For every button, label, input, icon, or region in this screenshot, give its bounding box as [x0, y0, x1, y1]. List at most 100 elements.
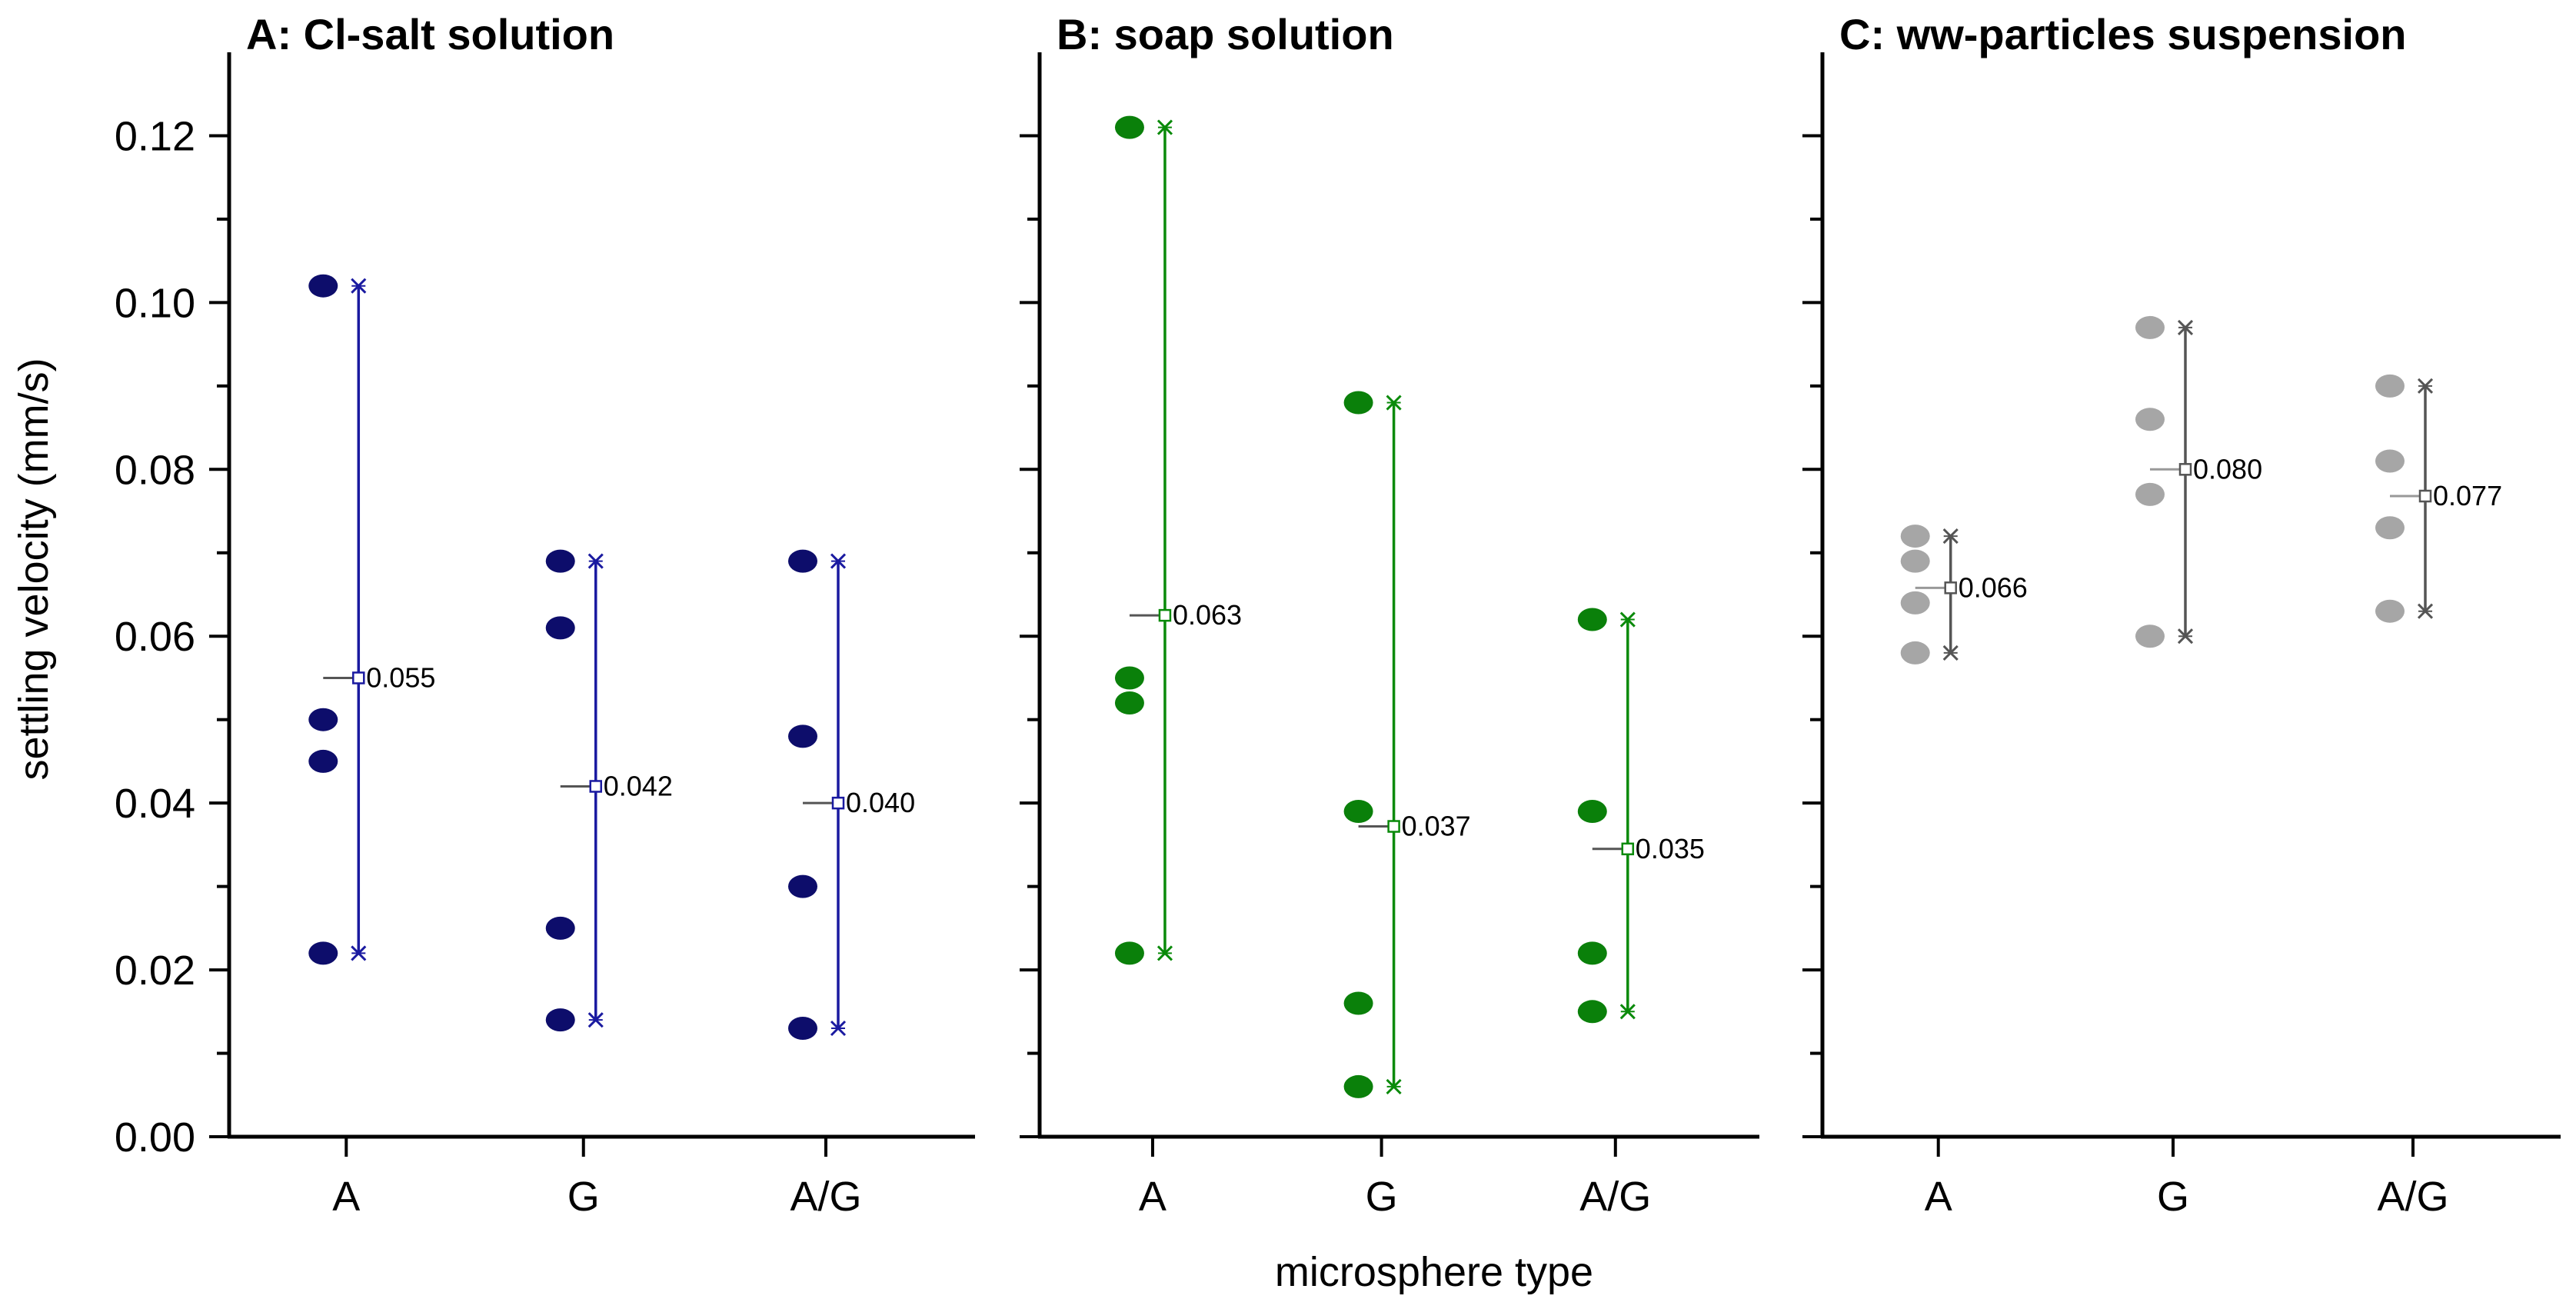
- data-point: [308, 749, 338, 773]
- max-marker: [587, 553, 604, 569]
- max-marker: [1942, 528, 1959, 545]
- mean-label: 0.063: [1173, 599, 1242, 631]
- data-point: [1343, 991, 1373, 1015]
- data-point: [788, 874, 817, 898]
- min-marker: [1157, 945, 1173, 961]
- data-point: [1577, 608, 1607, 631]
- mean-marker: [1944, 581, 1957, 595]
- panel-title: C: ww-particles suspension: [1839, 10, 2407, 58]
- x-tick-label: A: [1925, 1174, 1952, 1220]
- data-point: [788, 724, 817, 748]
- panel-1: A: Cl-salt solution 0.00 0.02 0.04 0.06 0.08 0…: [115, 10, 975, 1220]
- x-tick-label: A/G: [2377, 1174, 2448, 1220]
- mean-marker: [2178, 463, 2192, 476]
- y-tick-label: 0.04: [115, 781, 195, 827]
- panel-2: B: soap solution A 0.063 G 0.037 A/G 0.035: [1020, 10, 1759, 1220]
- data-point: [1577, 800, 1607, 823]
- data-point: [2135, 625, 2165, 648]
- series-AG: A/G 0.077: [2375, 374, 2502, 1220]
- y-axis-title: settling velocity (mm/s): [11, 358, 57, 780]
- max-marker: [2177, 319, 2194, 335]
- max-marker: [830, 553, 847, 569]
- min-marker: [1619, 1004, 1636, 1020]
- data-point: [1343, 1074, 1373, 1098]
- max-marker: [1157, 119, 1173, 135]
- panel-title: B: soap solution: [1057, 10, 1394, 58]
- data-point: [1114, 666, 1144, 690]
- y-tick-label: 0.02: [115, 948, 195, 994]
- mean-label: 0.042: [604, 770, 673, 801]
- data-point: [2375, 599, 2405, 623]
- y-tick-label: 0.08: [115, 447, 195, 493]
- mean-marker: [589, 780, 602, 793]
- data-point: [545, 549, 575, 573]
- data-point: [1900, 591, 1930, 615]
- chart-root: A: Cl-salt solution0.000.020.040.060.080…: [115, 10, 2561, 1220]
- data-point: [1343, 800, 1373, 823]
- series-G: G 0.037: [1343, 391, 1471, 1220]
- x-tick-label: G: [567, 1174, 600, 1220]
- mean-label: 0.077: [2433, 480, 2502, 511]
- mean-marker: [2418, 489, 2432, 503]
- mean-marker: [352, 671, 365, 684]
- mean-label: 0.037: [1402, 811, 1471, 842]
- data-point: [545, 616, 575, 640]
- y-tick-label: 0.12: [115, 113, 195, 159]
- data-point: [2135, 408, 2165, 431]
- min-marker: [830, 1020, 847, 1037]
- x-tick-label: A: [1139, 1174, 1167, 1220]
- x-tick-label: A/G: [790, 1174, 861, 1220]
- data-point: [308, 708, 338, 731]
- panel-title: A: Cl-salt solution: [246, 10, 614, 58]
- min-marker: [351, 945, 367, 961]
- x-axis-title: microsphere type: [1275, 1249, 1593, 1295]
- data-point: [1900, 641, 1930, 664]
- data-point: [308, 274, 338, 298]
- min-marker: [587, 1012, 604, 1028]
- data-point: [1114, 115, 1144, 139]
- max-marker: [1386, 395, 1402, 411]
- series-AG: A/G 0.040: [788, 549, 915, 1220]
- data-point: [545, 916, 575, 940]
- max-marker: [351, 278, 367, 294]
- data-point: [2135, 482, 2165, 506]
- mean-label: 0.080: [2193, 453, 2262, 485]
- data-point: [1577, 941, 1607, 965]
- max-marker: [2417, 378, 2434, 394]
- series-A: A 0.066: [1900, 525, 2028, 1220]
- max-marker: [1619, 611, 1636, 628]
- mean-marker: [1387, 820, 1400, 833]
- data-point: [545, 1008, 575, 1032]
- mean-label: 0.066: [1959, 571, 2028, 603]
- mean-label: 0.055: [366, 661, 435, 693]
- y-tick-label: 0.00: [115, 1114, 195, 1161]
- mean-marker: [1158, 608, 1172, 622]
- data-point: [788, 549, 817, 573]
- min-marker: [2417, 603, 2434, 619]
- data-point: [1900, 549, 1930, 573]
- data-point: [2375, 516, 2405, 540]
- y-tick-label: 0.06: [115, 614, 195, 660]
- data-point: [308, 941, 338, 965]
- mean-label: 0.040: [846, 787, 915, 818]
- data-point: [2375, 449, 2405, 473]
- series-AG: A/G 0.035: [1577, 608, 1705, 1220]
- x-tick-label: G: [1366, 1174, 1398, 1220]
- data-point: [1343, 391, 1373, 415]
- data-point: [1900, 525, 1930, 548]
- mean-label: 0.035: [1636, 833, 1705, 864]
- x-tick-label: A/G: [1579, 1174, 1651, 1220]
- min-marker: [2177, 628, 2194, 645]
- mean-marker: [831, 796, 845, 810]
- data-point: [1114, 691, 1144, 714]
- data-point: [788, 1017, 817, 1040]
- panel-3: C: ww-particles suspension A 0.066 G 0.080 A/…: [1802, 10, 2561, 1220]
- data-point: [2135, 315, 2165, 339]
- series-A: A 0.055: [308, 274, 435, 1220]
- min-marker: [1386, 1078, 1402, 1094]
- data-point: [1114, 941, 1144, 965]
- x-tick-label: A: [332, 1174, 360, 1220]
- mean-marker: [1621, 842, 1635, 856]
- x-tick-label: G: [2157, 1174, 2189, 1220]
